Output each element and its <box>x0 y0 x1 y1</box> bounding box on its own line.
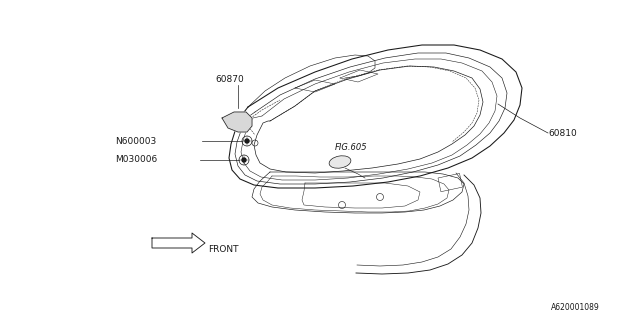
Text: M030006: M030006 <box>115 156 157 164</box>
Ellipse shape <box>329 156 351 168</box>
Text: N600003: N600003 <box>115 137 156 146</box>
Bar <box>438 173 463 192</box>
Circle shape <box>245 139 249 143</box>
Text: A620001089: A620001089 <box>550 303 600 313</box>
Text: 60810: 60810 <box>548 129 577 138</box>
Polygon shape <box>152 233 205 253</box>
Text: 60870: 60870 <box>215 76 244 84</box>
Text: FIG.605: FIG.605 <box>335 143 367 153</box>
Polygon shape <box>222 112 252 132</box>
Circle shape <box>242 158 246 162</box>
Text: FRONT: FRONT <box>208 245 239 254</box>
